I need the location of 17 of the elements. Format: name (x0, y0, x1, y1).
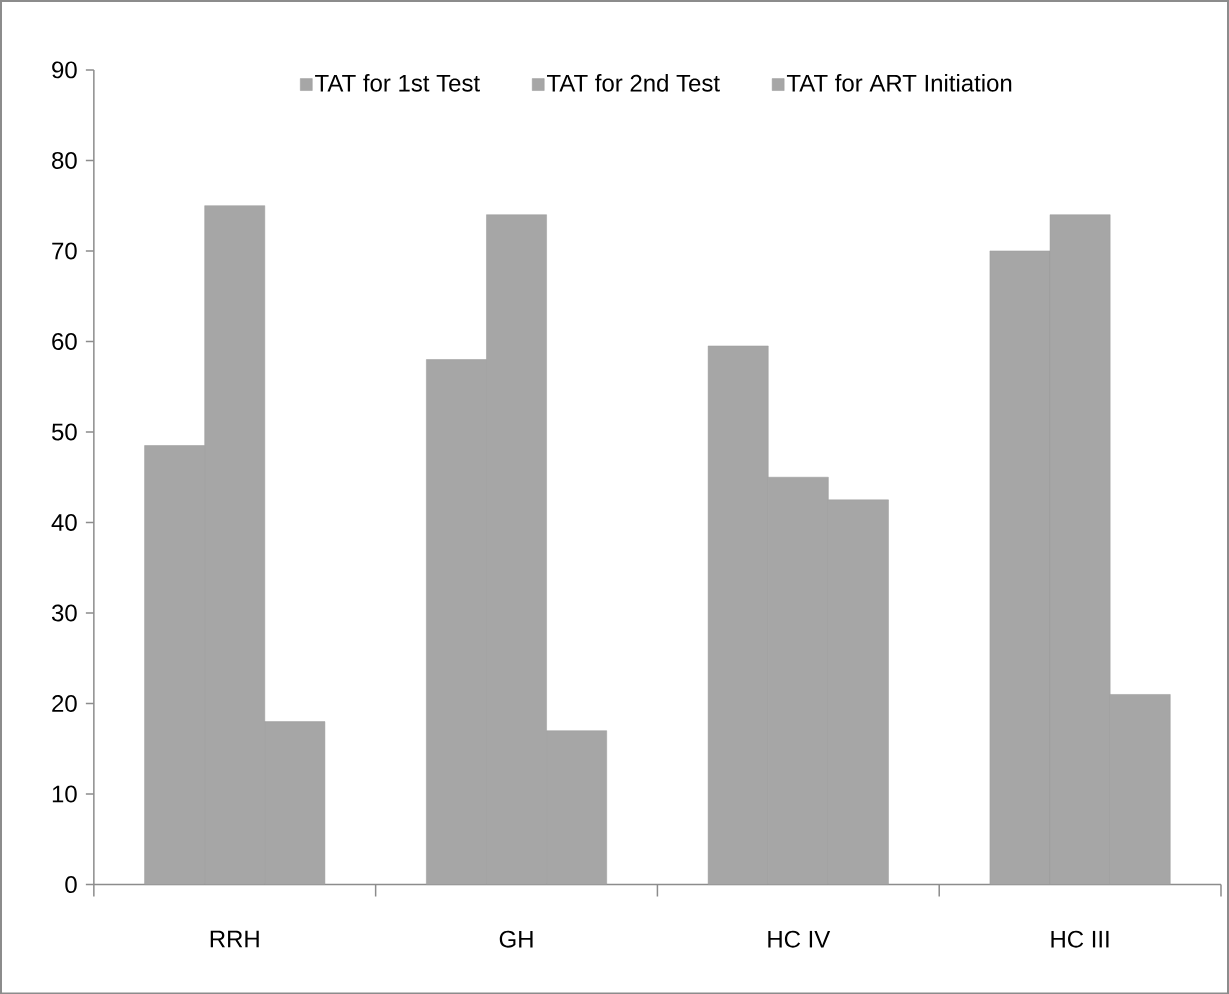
x-tick-label: HC IV (768, 930, 831, 948)
y-tick-label: 10 (52, 785, 77, 803)
y-tick-label: 60 (52, 332, 77, 350)
y-tick-label: 40 (51, 513, 77, 531)
y-tick-label: 30 (51, 604, 77, 622)
y-tick-label: 70 (52, 242, 77, 260)
legend-label: TAT for 2nd Test (547, 73, 720, 92)
y-tick-label: 80 (52, 151, 77, 169)
y-tick-label: 90 (52, 61, 77, 79)
legend-label: TAT for ART Initiation (786, 73, 1012, 92)
y-tick-label: 50 (51, 423, 77, 441)
x-tick-label: RRH (210, 930, 259, 947)
y-tick-label: 0 (65, 875, 77, 893)
x-tick-label: HC III (1051, 930, 1109, 948)
y-tick-label: 20 (52, 694, 77, 712)
x-tick-label: GH (499, 930, 533, 948)
legend-label: TAT for 1st Test (315, 73, 480, 92)
